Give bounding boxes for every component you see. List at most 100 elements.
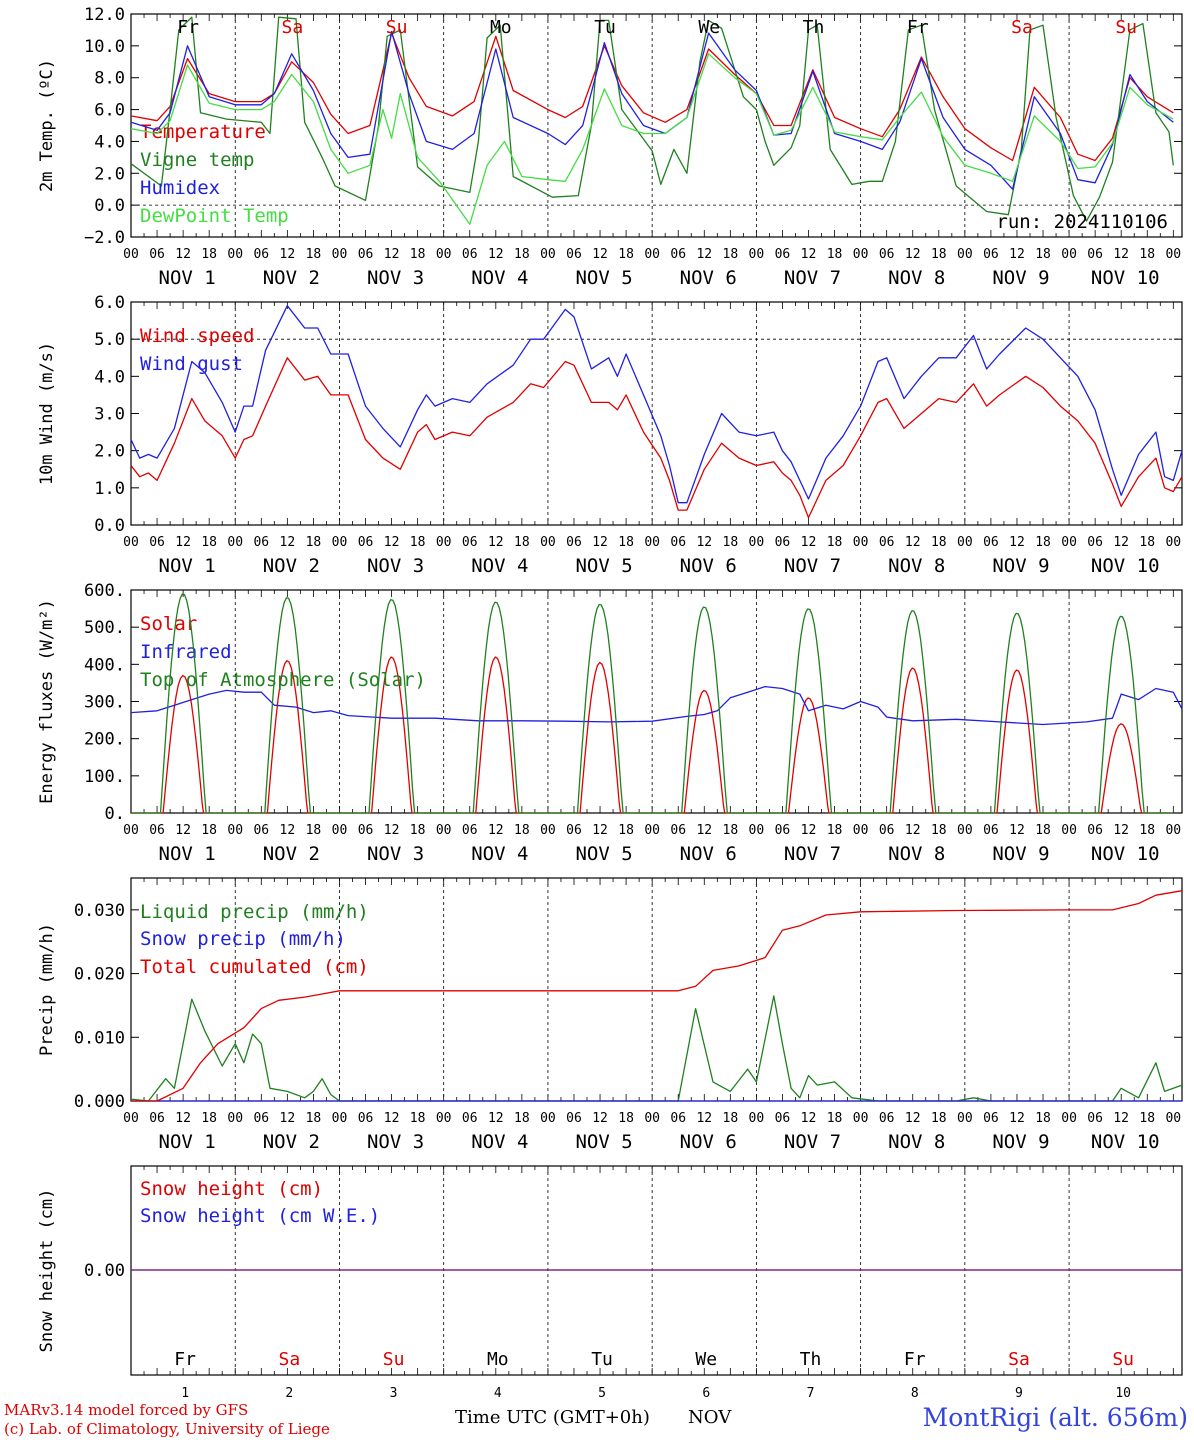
- hour-tick-label: 18: [618, 1111, 634, 1126]
- hour-tick-label: 00: [957, 535, 973, 550]
- weekday-label-top: Fr: [907, 17, 929, 38]
- hour-tick-label: 06: [149, 1111, 165, 1126]
- day-label: NOV 8: [888, 267, 945, 289]
- hour-tick-label: 12: [1113, 823, 1129, 838]
- weekday-label-bottom: We: [695, 1349, 717, 1370]
- day-label: NOV 7: [784, 1131, 841, 1153]
- day-number-label: 10: [1115, 1386, 1131, 1400]
- weekday-label-bottom: Su: [383, 1349, 405, 1370]
- legend-entry: Infrared: [140, 641, 232, 663]
- day-label: NOV 2: [263, 267, 320, 289]
- hour-tick-label: 12: [1113, 1111, 1129, 1126]
- hour-tick-label: 06: [775, 1111, 791, 1126]
- hour-tick-label: 12: [1113, 247, 1129, 262]
- hour-tick-label: 00: [123, 535, 139, 550]
- series-line-dewpoint-temp: [130, 53, 1174, 225]
- hour-tick-label: 00: [540, 535, 556, 550]
- day-label: NOV 9: [992, 555, 1049, 577]
- day-label: NOV 6: [680, 1131, 737, 1153]
- panel-1-frame: [130, 13, 1183, 238]
- hour-tick-label: 00: [540, 823, 556, 838]
- hour-tick-label: 06: [358, 247, 374, 262]
- hour-tick-label: 00: [957, 823, 973, 838]
- y-axis-label: Precip (mm/h): [37, 923, 57, 1056]
- day-number-label: 2: [285, 1386, 293, 1400]
- series-line-wind-gust: [130, 305, 1183, 504]
- hour-tick-label: 18: [931, 247, 947, 262]
- day-label: NOV 9: [992, 1131, 1049, 1153]
- hour-tick-label: 00: [436, 823, 452, 838]
- day-label: NOV 5: [575, 267, 632, 289]
- hour-tick-label: 12: [696, 535, 712, 550]
- hour-tick-label: 18: [514, 535, 530, 550]
- hour-tick-label: 12: [1009, 823, 1025, 838]
- y-axis-label: 10m Wind (m/s): [37, 342, 57, 485]
- hour-tick-label: 06: [670, 535, 686, 550]
- weekday-label-bottom: Fr: [174, 1349, 196, 1370]
- day-label: NOV 10: [1091, 555, 1160, 577]
- y-tick-label: 2.0: [94, 164, 125, 184]
- hour-tick-label: 12: [1113, 535, 1129, 550]
- hour-tick-label: 00: [1165, 247, 1181, 262]
- hour-tick-label: 12: [905, 1111, 921, 1126]
- hour-tick-label: 00: [123, 823, 139, 838]
- hour-tick-label: 06: [358, 823, 374, 838]
- y-tick-label: 6.0: [94, 101, 125, 121]
- hour-tick-label: 18: [723, 823, 739, 838]
- series-line-wind-speed: [130, 357, 1183, 519]
- hour-tick-label: 12: [488, 1111, 504, 1126]
- hour-tick-label: 12: [696, 823, 712, 838]
- hour-tick-label: 00: [123, 1111, 139, 1126]
- hour-tick-label: 12: [592, 247, 608, 262]
- y-axis-label: Energy fluxes (W/m²): [37, 599, 57, 804]
- hour-tick-label: 00: [436, 1111, 452, 1126]
- legend-entry: Liquid precip (mm/h): [140, 901, 369, 923]
- hour-tick-label: 06: [462, 823, 478, 838]
- hour-tick-label: 18: [306, 535, 322, 550]
- hour-tick-label: 18: [201, 823, 217, 838]
- y-tick-label: 4.0: [94, 132, 125, 152]
- hour-tick-label: 18: [618, 823, 634, 838]
- hour-tick-label: 18: [306, 247, 322, 262]
- hour-tick-label: 12: [1009, 535, 1025, 550]
- y-tick-label: 8.0: [94, 69, 125, 89]
- hour-tick-label: 12: [175, 247, 191, 262]
- legend-entry: Snow height (cm): [140, 1178, 323, 1200]
- hour-tick-label: 06: [1087, 1111, 1103, 1126]
- y-tick-label: 0.020: [74, 965, 125, 985]
- hour-tick-label: 18: [827, 1111, 843, 1126]
- hour-tick-label: 06: [983, 247, 999, 262]
- hour-tick-label: 18: [306, 823, 322, 838]
- y-tick-label: 200.: [84, 730, 125, 750]
- hour-tick-label: 18: [827, 823, 843, 838]
- hour-tick-label: 12: [488, 823, 504, 838]
- day-number-label: 1: [181, 1386, 189, 1400]
- run-label: run: 2024110106: [996, 211, 1168, 233]
- x-axis-title: Time UTC (GMT+0h): [455, 1407, 650, 1428]
- hour-tick-label: 00: [853, 823, 869, 838]
- weekday-label-top: Sa: [1011, 17, 1033, 38]
- y-tick-label: 600.: [84, 581, 125, 601]
- day-label: NOV 2: [263, 555, 320, 577]
- hour-tick-label: 06: [983, 535, 999, 550]
- hour-tick-label: 18: [514, 823, 530, 838]
- hour-tick-label: 12: [175, 823, 191, 838]
- legend-entry: Temperature: [140, 121, 266, 143]
- hour-tick-label: 06: [149, 247, 165, 262]
- hour-tick-label: 06: [462, 247, 478, 262]
- panel-2-frame: [130, 301, 1183, 526]
- hour-tick-label: 18: [1139, 823, 1155, 838]
- day-label: NOV 1: [159, 843, 216, 865]
- hour-tick-label: 18: [410, 535, 426, 550]
- day-label: NOV 6: [680, 555, 737, 577]
- legend-entry: DewPoint Temp: [140, 205, 289, 227]
- hour-tick-label: 18: [723, 1111, 739, 1126]
- legend-entry: Wind speed: [140, 325, 254, 347]
- hour-tick-label: 12: [384, 823, 400, 838]
- day-label: NOV 8: [888, 1131, 945, 1153]
- y-tick-label: 0.: [105, 804, 125, 824]
- hour-tick-label: 00: [332, 1111, 348, 1126]
- hour-tick-label: 00: [1061, 823, 1077, 838]
- hour-tick-label: 00: [227, 535, 243, 550]
- hour-tick-label: 00: [1061, 535, 1077, 550]
